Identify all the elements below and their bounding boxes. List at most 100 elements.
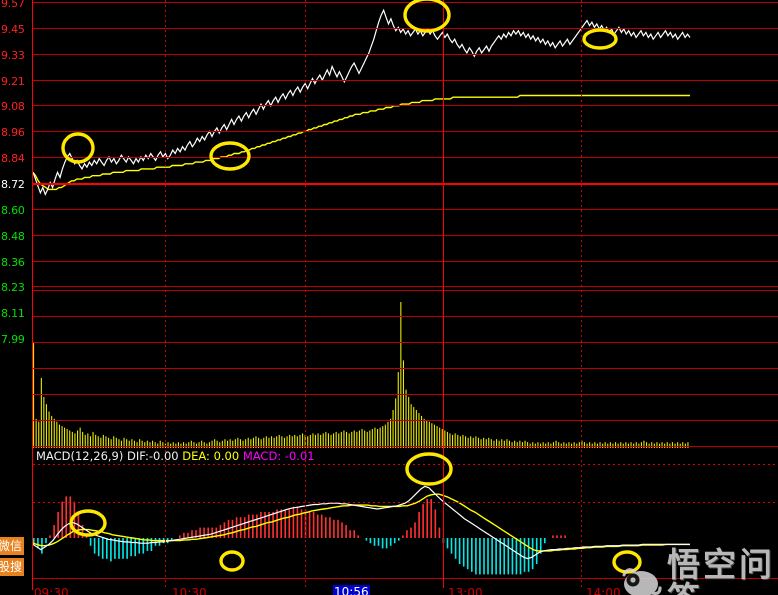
macd-histogram-bar <box>560 535 562 538</box>
macd-histogram-bar <box>466 538 469 570</box>
macd-histogram-bar <box>37 538 39 549</box>
macd-histogram-bar <box>300 509 303 538</box>
volume-bar <box>377 429 379 448</box>
price-chart-pane[interactable] <box>33 0 778 290</box>
volume-bar <box>454 433 456 448</box>
volume-bar <box>66 429 68 448</box>
macd-histogram-bar <box>195 530 197 538</box>
macd-histogram-bar <box>97 538 100 557</box>
macd-histogram-bar <box>183 532 185 538</box>
volume-bar <box>374 427 376 448</box>
volume-bar <box>483 437 485 448</box>
volume-bar <box>219 442 221 448</box>
volume-chart-pane[interactable] <box>33 290 778 450</box>
macd-histogram-bar <box>325 517 327 538</box>
macd-histogram-bar <box>458 538 461 564</box>
time-axis-label: 14:00 <box>586 586 621 595</box>
volume-bar <box>371 429 373 448</box>
volume-bar <box>198 442 200 448</box>
volume-bar <box>521 442 523 448</box>
volume-gridline <box>33 420 778 421</box>
volume-bar <box>64 427 66 448</box>
price-axis-label: 9.45 <box>1 22 25 36</box>
macd-histogram-bar <box>393 538 396 544</box>
volume-bar <box>622 443 624 448</box>
volume-bar <box>296 436 298 448</box>
volume-bar <box>408 396 410 448</box>
macd-histogram-bar <box>450 538 453 554</box>
volume-bar <box>563 442 565 448</box>
volume-bar <box>426 420 428 448</box>
volume-bar <box>519 440 521 448</box>
volume-bar <box>126 439 128 448</box>
volume-bar <box>684 443 686 448</box>
volume-bar <box>224 439 226 448</box>
volume-bar <box>232 440 234 448</box>
macd-histogram-bar <box>544 538 546 544</box>
price-axis-label: 8.96 <box>1 126 25 140</box>
volume-bar <box>136 442 138 448</box>
volume-bar <box>188 442 190 448</box>
volume-bar <box>221 440 223 448</box>
volume-bar <box>74 433 76 448</box>
volume-bar <box>58 424 60 448</box>
volume-bar <box>291 436 293 448</box>
macd-pane-left-border <box>32 450 33 590</box>
macd-histogram-bar <box>515 538 518 575</box>
volume-bar <box>229 439 231 448</box>
volume-bar <box>583 442 585 448</box>
volume-bar <box>276 436 278 448</box>
volume-bar <box>607 443 609 448</box>
price-axis-label: 8.36 <box>1 255 25 269</box>
volume-bar <box>302 433 304 448</box>
price-axis-label: 8.23 <box>1 281 25 295</box>
volume-bar <box>503 440 505 448</box>
volume-bar <box>643 440 645 448</box>
volume-bar <box>529 443 531 448</box>
macd-gridline <box>33 578 778 579</box>
volume-bar <box>364 430 366 448</box>
price-axis-label: 9.33 <box>1 48 25 62</box>
volume-bar <box>247 437 249 448</box>
volume-bar <box>343 430 345 448</box>
volume-bar <box>390 418 392 448</box>
volume-bar <box>333 433 335 448</box>
side-badge[interactable]: 股搜 <box>0 558 25 576</box>
volume-bar <box>307 436 309 448</box>
volume-bar <box>201 440 203 448</box>
time-gridline <box>305 290 306 450</box>
volume-bar <box>534 443 536 448</box>
volume-bar <box>48 411 50 448</box>
macd-histogram-bar <box>122 538 124 559</box>
cursor-time-label: 10:56 <box>333 585 370 595</box>
macd-histogram-bar <box>462 538 465 567</box>
volume-bar <box>317 433 319 448</box>
macd-histogram-bar <box>353 530 356 538</box>
volume-bar <box>493 440 495 448</box>
macd-histogram-bar <box>312 512 315 538</box>
macd-histogram-bar <box>106 538 108 559</box>
volume-bar <box>674 443 676 448</box>
volume-bar <box>351 431 353 448</box>
volume-bar <box>452 434 454 448</box>
price-gridline <box>33 157 778 159</box>
volume-bar <box>516 442 518 448</box>
volume-bar <box>449 433 451 448</box>
volume-bar <box>477 437 479 448</box>
volume-gridline <box>33 290 778 291</box>
macd-histogram-bar <box>329 517 331 538</box>
volume-bar <box>71 431 73 448</box>
volume-bars <box>33 302 689 448</box>
macd-histogram-bar <box>65 496 68 538</box>
volume-bar <box>77 430 79 448</box>
volume-bar <box>545 443 547 448</box>
volume-bar <box>239 439 241 448</box>
macd-histogram-bar <box>53 525 55 538</box>
macd-histogram-bar <box>345 525 347 538</box>
macd-histogram-bar <box>207 527 210 538</box>
price-pane-left-border <box>32 0 33 290</box>
side-badge[interactable]: 微信 <box>0 537 25 555</box>
macd-histogram-bar <box>422 504 424 538</box>
volume-bar <box>190 440 192 448</box>
volume-bar <box>496 439 498 448</box>
